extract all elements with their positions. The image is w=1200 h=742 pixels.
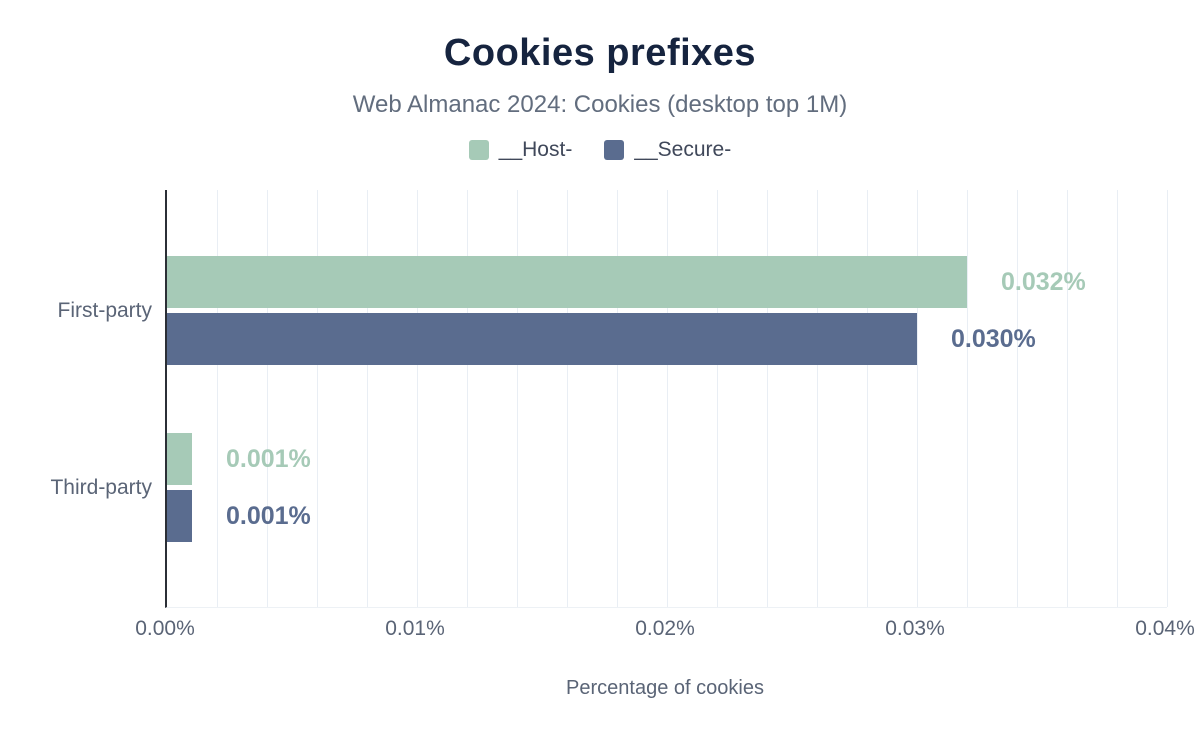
x-tick-label: 0.01% — [385, 617, 445, 640]
legend-label: __Secure- — [634, 138, 732, 161]
y-axis-category-labels: First-party Third-party — [0, 190, 152, 607]
bar-value-label: 0.001% — [226, 502, 311, 530]
x-tick-label: 0.04% — [1135, 617, 1195, 640]
gridline — [967, 190, 968, 607]
x-tick-label: 0.00% — [135, 617, 195, 640]
gridline — [1167, 190, 1168, 607]
bar-value-label: 0.032% — [1001, 268, 1086, 296]
plot-area: 0.032% 0.030% 0.001% 0.001% — [165, 190, 1168, 608]
gridline — [417, 190, 418, 607]
bar-secure-third-party — [167, 490, 192, 542]
bar-secure-first-party — [167, 313, 917, 365]
gridline — [767, 190, 768, 607]
gridline — [717, 190, 718, 607]
x-axis-ticks: 0.00% 0.01% 0.02% 0.03% 0.04% — [135, 617, 1195, 647]
gridline — [367, 190, 368, 607]
gridline — [267, 190, 268, 607]
bar-host-first-party — [167, 256, 967, 308]
legend-swatch — [468, 140, 489, 160]
gridline — [317, 190, 318, 607]
category-label: Third-party — [50, 475, 152, 499]
gridline — [1067, 190, 1068, 607]
x-tick-label: 0.02% — [635, 617, 695, 640]
legend-label: __Host- — [498, 138, 573, 161]
gridline — [567, 190, 568, 607]
x-tick-label: 0.03% — [885, 617, 945, 640]
legend: __Host- __Secure- — [0, 138, 1200, 162]
gridline — [667, 190, 668, 607]
legend-swatch — [604, 140, 625, 160]
legend-item-host: __Host- — [468, 138, 573, 162]
gridline — [517, 190, 518, 607]
gridline — [867, 190, 868, 607]
bar-value-label: 0.001% — [226, 445, 311, 473]
gridline — [617, 190, 618, 607]
chart-title: Cookies prefixes — [443, 32, 757, 74]
gridline — [1017, 190, 1018, 607]
category-label: First-party — [57, 298, 153, 322]
legend-item-secure: __Secure- — [604, 138, 731, 162]
chart-subtitle: Web Almanac 2024: Cookies (desktop top 1… — [352, 91, 848, 118]
gridline — [467, 190, 468, 607]
gridline — [1117, 190, 1118, 607]
gridline — [917, 190, 918, 607]
bar-host-third-party — [167, 433, 192, 485]
gridline — [217, 190, 218, 607]
bar-value-label: 0.030% — [951, 325, 1036, 353]
x-axis-label: Percentage of cookies — [566, 677, 764, 699]
gridline — [817, 190, 818, 607]
